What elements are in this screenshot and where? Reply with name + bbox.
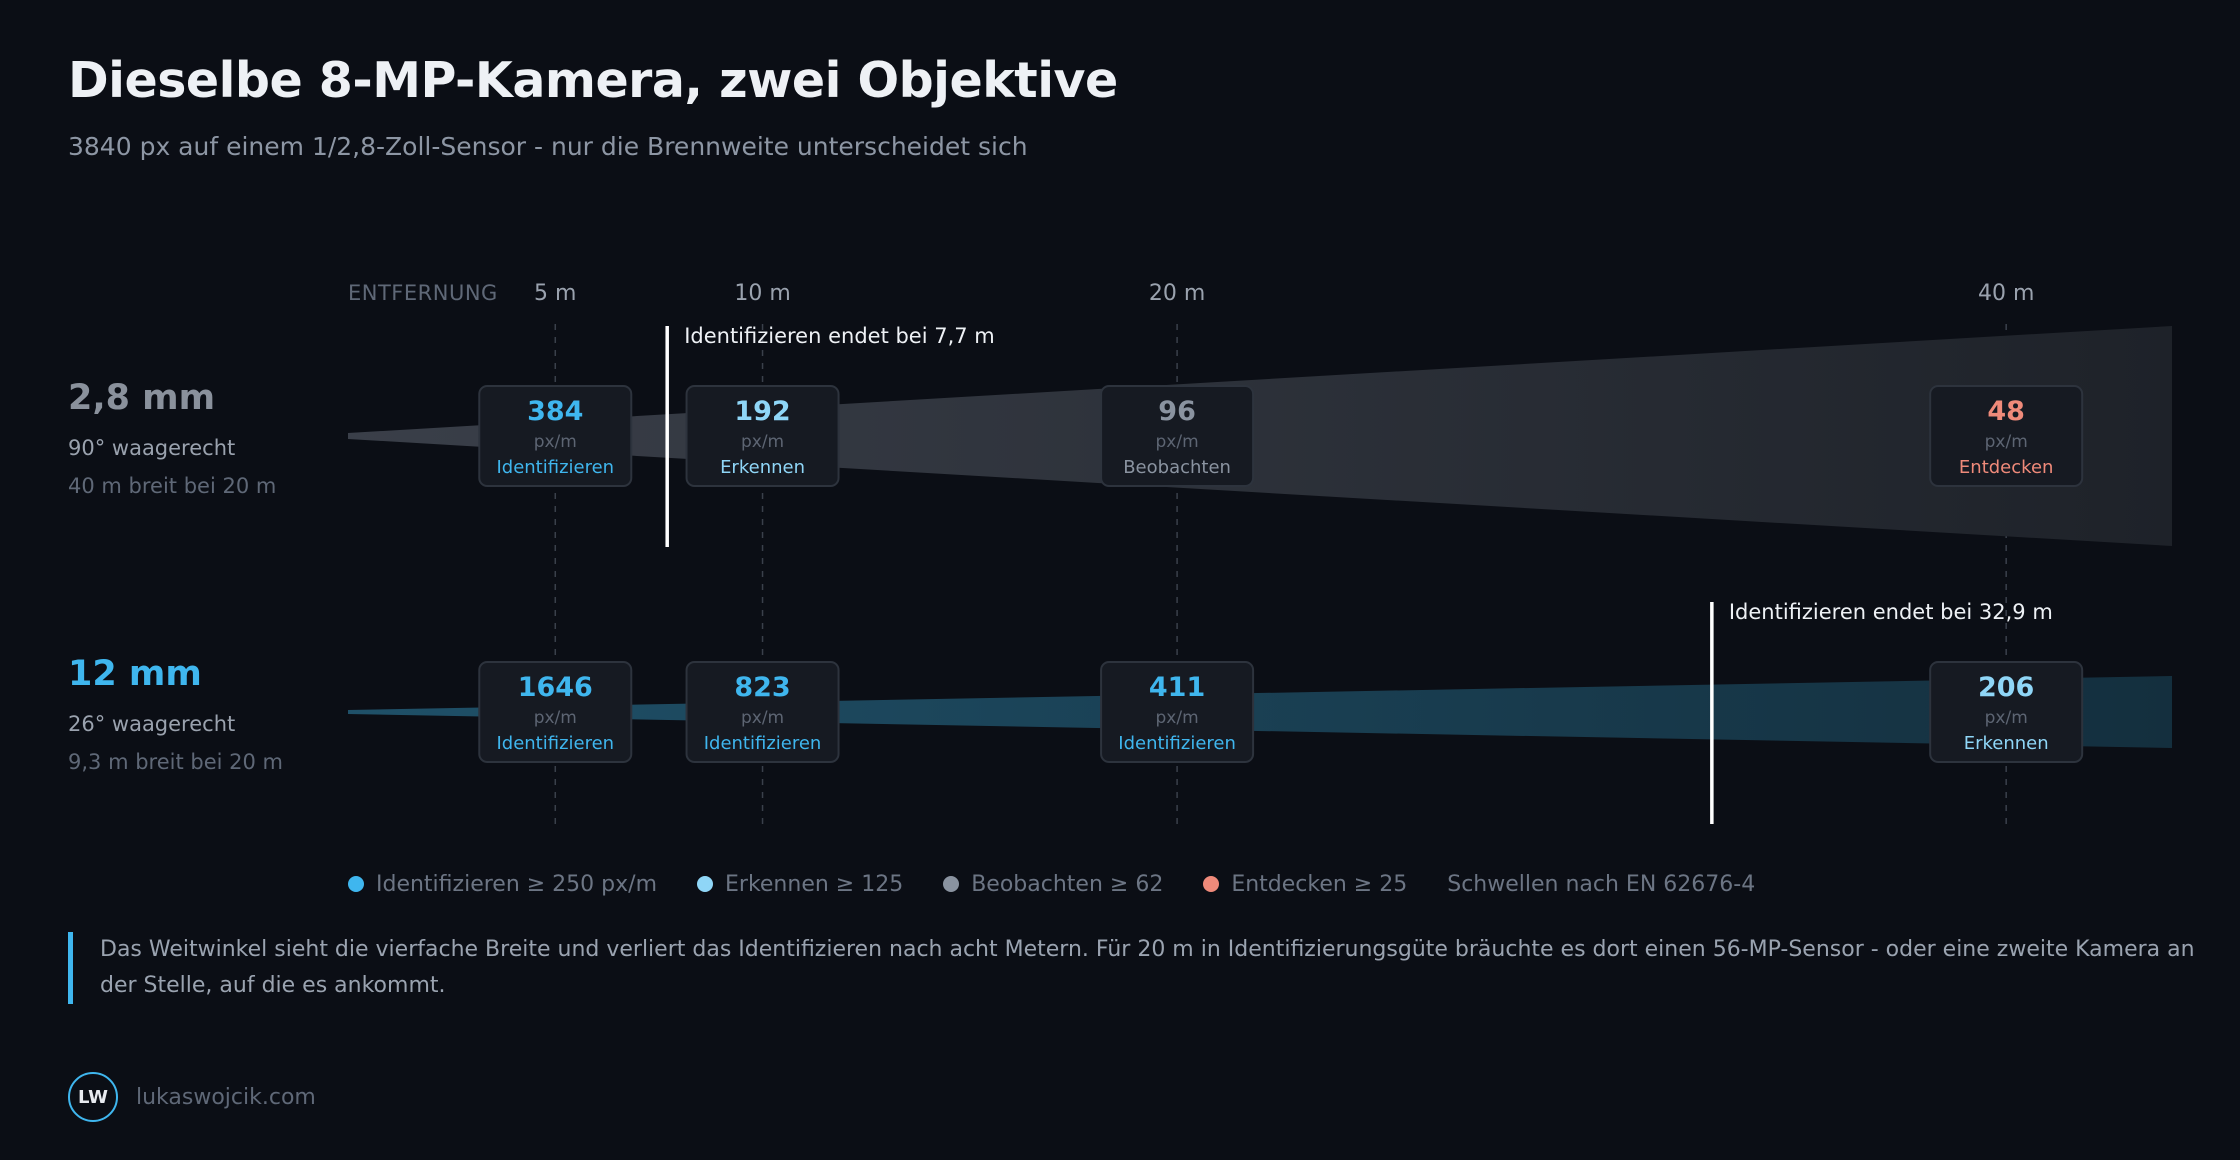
card-unit: px/m — [1156, 432, 1199, 452]
page-subtitle: 3840 px auf einem 1/2,8-Zoll-Sensor - nu… — [68, 132, 1028, 161]
tick-label-20m: 20 m — [1149, 281, 1205, 306]
tick-label-10m: 10 m — [734, 281, 790, 306]
card-unit: px/m — [534, 708, 577, 728]
card-tele-20m: 411 px/m Identifizieren — [1100, 661, 1255, 763]
card-level-label: Identifizieren — [496, 457, 614, 478]
legend-label-detect: Entdecken ≥ 25 — [1231, 871, 1408, 897]
legend-dot-recognize — [697, 876, 713, 892]
card-value: 192 — [734, 396, 790, 427]
legend-label-recognize: Erkennen ≥ 125 — [725, 871, 904, 897]
card-value: 384 — [527, 396, 583, 427]
card-level-label: Identifizieren — [496, 733, 614, 754]
tick-label-5m: 5 m — [534, 281, 576, 306]
card-unit: px/m — [741, 432, 784, 452]
card-tele-40m: 206 px/m Erkennen — [1929, 661, 2084, 763]
card-value: 206 — [1978, 672, 2034, 703]
legend-item-detect: Entdecken ≥ 25 — [1203, 872, 1407, 897]
card-unit: px/m — [1985, 432, 2028, 452]
legend-item-recognize: Erkennen ≥ 125 — [697, 872, 903, 897]
lens-width-tele: 9,3 m breit bei 20 m — [68, 750, 283, 774]
legend-note: Schwellen nach EN 62676-4 — [1447, 871, 1756, 897]
card-box — [1929, 385, 2084, 487]
lens-fov-tele: 26° waagerecht — [68, 712, 236, 736]
card-box — [478, 661, 633, 763]
card-unit: px/m — [1156, 708, 1199, 728]
density-cards: 384 px/m Identifizieren 192 px/m Erkennen 96 px… — [478, 385, 2084, 763]
legend-label-observe: Beobachten ≥ 62 — [971, 871, 1164, 897]
limit-label-tele: Identifizieren endet bei 32,9 m — [1729, 600, 2053, 624]
lens-width-wide: 40 m breit bei 20 m — [68, 474, 277, 498]
legend-item-identify: Identifizieren ≥ 250 px/m — [348, 872, 657, 897]
site-link[interactable]: lukaswojcik.com — [136, 1084, 316, 1110]
card-level-label: Beobachten — [1123, 457, 1231, 478]
card-level-label: Erkennen — [720, 457, 805, 478]
card-box — [685, 385, 840, 487]
card-value: 1646 — [518, 672, 593, 703]
legend-item-observe: Beobachten ≥ 62 — [943, 872, 1163, 897]
legend-label-identify: Identifizieren ≥ 250 px/m — [376, 871, 657, 897]
lens-name-tele: 12 mm — [68, 654, 202, 694]
card-unit: px/m — [741, 708, 784, 728]
card-value: 823 — [734, 672, 790, 703]
card-unit: px/m — [1985, 708, 2028, 728]
legend-dot-detect — [1203, 876, 1220, 892]
card-box — [685, 661, 840, 763]
card-value: 96 — [1158, 396, 1196, 427]
card-box — [478, 385, 633, 487]
author-logo: LW — [68, 1072, 118, 1122]
card-level-label: Identifizieren — [1118, 733, 1236, 754]
card-unit: px/m — [534, 432, 577, 452]
card-box — [1100, 385, 1255, 487]
beam-tele — [348, 676, 2172, 748]
summary-callout: Das Weitwinkel sieht die vierfache Breit… — [68, 932, 2200, 1004]
card-wide-20m: 96 px/m Beobachten — [1100, 385, 1255, 487]
card-level-label: Identifizieren — [704, 733, 822, 754]
card-level-label: Erkennen — [1964, 733, 2049, 754]
card-box — [1100, 661, 1255, 763]
page-title: Dieselbe 8-MP-Kamera, zwei Objektive — [68, 52, 1118, 109]
identify-limit-markers: Identifizieren endet bei 7,7 m Identifizi… — [665, 324, 2053, 824]
card-wide-10m: 192 px/m Erkennen — [685, 385, 840, 487]
distance-tick-labels: 5 m 10 m 20 m 40 m — [534, 281, 2034, 306]
limit-label-wide: Identifizieren endet bei 7,7 m — [684, 324, 995, 348]
card-wide-5m: 384 px/m Identifizieren — [478, 385, 633, 487]
card-tele-10m: 823 px/m Identifizieren — [685, 661, 840, 763]
lens-fov-wide: 90° waagerecht — [68, 436, 236, 460]
card-tele-5m: 1646 px/m Identifizieren — [478, 661, 633, 763]
legend-dot-identify — [348, 876, 364, 892]
card-level-label: Entdecken — [1959, 457, 2054, 478]
beam-wide — [348, 326, 2172, 546]
legend: Identifizieren ≥ 250 px/m Erkennen ≥ 125… — [348, 868, 1755, 900]
coverage-diagram: ENTFERNUNG 5 m 10 m 20 m 40 m Identifiziere… — [348, 281, 2172, 826]
card-value: 48 — [1987, 396, 2025, 427]
lens-name-wide: 2,8 mm — [68, 378, 216, 418]
legend-dot-observe — [943, 876, 960, 892]
footer: LW lukaswojcik.com — [68, 1072, 316, 1122]
card-wide-40m: 48 px/m Entdecken — [1929, 385, 2084, 487]
tick-label-40m: 40 m — [1978, 281, 2034, 306]
axis-label: ENTFERNUNG — [348, 281, 498, 305]
lens-beams — [348, 326, 2172, 748]
card-box — [1929, 661, 2084, 763]
card-value: 411 — [1149, 672, 1205, 703]
